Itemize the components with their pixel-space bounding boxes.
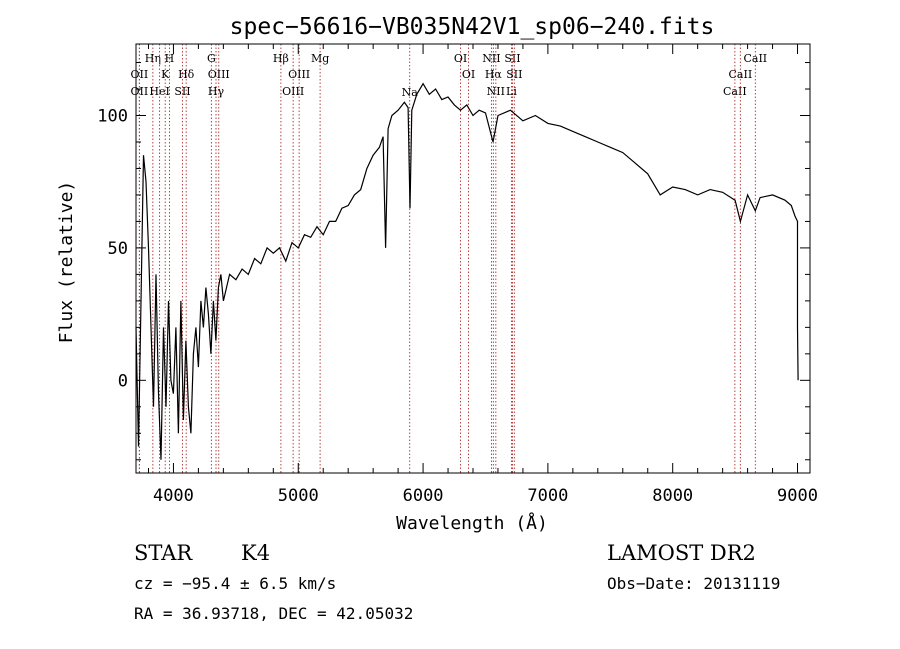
marker-label-13: OIII: [288, 68, 310, 81]
x-tick-label-9000: 9000: [777, 486, 818, 506]
x-tick-label-7000: 7000: [527, 486, 568, 506]
plot-frame: [135, 43, 811, 474]
y-axis-label: Flux (relative): [56, 181, 77, 344]
marker-label-14: Mg: [311, 52, 329, 65]
marker-label-2: Hη: [145, 52, 161, 65]
marker-label-9: Hγ: [208, 85, 225, 98]
redshift-text: cz = −95.4 ± 6.5 km/s: [134, 574, 336, 593]
marker-label-17: OI: [462, 68, 475, 81]
y-axis-ticks: 0 50 100: [97, 62, 810, 461]
marker-label-16: OI: [454, 52, 467, 65]
x-axis-label: Wavelength (Å): [396, 512, 548, 534]
marker-label-6: SII: [174, 85, 190, 98]
x-axis-ticks: 4000 5000 6000 7000 8000 9000: [147, 44, 818, 506]
emission-line-markers: OIIOIIHηHeIKHSIIHδGHγOIIIHβOIIIOIIIMgNaO…: [131, 44, 767, 473]
marker-label-22: SII: [504, 52, 520, 65]
y-tick-label-50: 50: [108, 239, 128, 259]
marker-label-23: SII: [506, 68, 522, 81]
marker-label-5: H: [165, 52, 175, 65]
marker-label-4: K: [161, 68, 170, 81]
spectrum-line-0: [135, 82, 799, 460]
marker-label-3: HeI: [149, 85, 169, 98]
survey-name: LAMOST DR2: [607, 541, 756, 565]
x-tick-label-8000: 8000: [652, 486, 693, 506]
marker-label-12: OIII: [282, 85, 304, 98]
marker-label-26: CaII: [743, 52, 767, 65]
marker-label-8: G: [207, 52, 216, 65]
subclass: K4: [241, 541, 270, 565]
y-tick-label-0: 0: [118, 371, 128, 391]
marker-label-10: OIII: [208, 68, 230, 81]
marker-label-7: Hδ: [178, 68, 195, 81]
object-class: STAR: [134, 541, 193, 565]
x-tick-label-6000: 6000: [403, 486, 444, 506]
chart-title: spec−56616−VB035N42V1_sp06−240.fits: [230, 14, 715, 40]
marker-label-24: CaII: [723, 85, 747, 98]
marker-label-11: Hβ: [273, 52, 289, 65]
marker-label-15: Na: [402, 86, 419, 99]
marker-label-20: NII: [487, 85, 505, 98]
marker-label-21: Li: [506, 85, 517, 98]
spectrum-series: [135, 82, 799, 460]
marker-label-1: OII: [131, 85, 149, 98]
y-tick-label-100: 100: [97, 107, 128, 127]
coordinates-text: RA = 36.93718, DEC = 42.05032: [134, 604, 413, 623]
x-tick-label-5000: 5000: [278, 486, 319, 506]
marker-label-0: OII: [131, 68, 149, 81]
marker-label-18: NII: [482, 52, 500, 65]
marker-label-19: Hα: [485, 68, 503, 81]
x-tick-label-4000: 4000: [153, 486, 194, 506]
marker-label-25: CaII: [729, 68, 753, 81]
obs-date-text: Obs−Date: 20131119: [607, 574, 780, 593]
